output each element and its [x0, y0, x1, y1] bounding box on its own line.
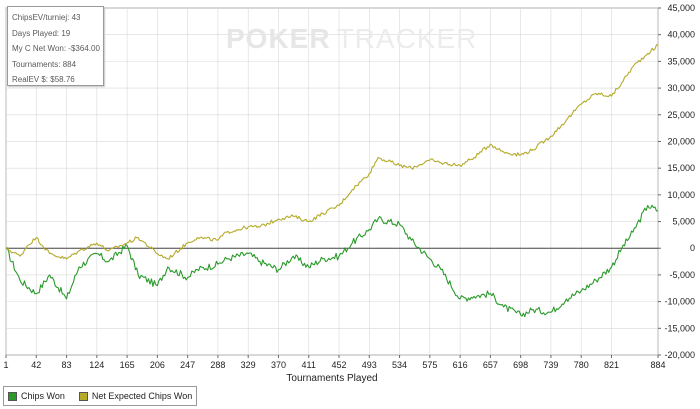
x-tick-label: 821: [604, 360, 619, 370]
series-line-chips-won: [5, 204, 659, 318]
y-axis: 45,000 40,000 35,000 30,000 25,000 20,000 15,0…: [658, 3, 695, 360]
legend-item-chips-won[interactable]: Chips Won: [8, 391, 65, 401]
y-tick-label: 25,000: [667, 110, 695, 120]
y-tick-label: 20,000: [667, 136, 695, 146]
x-tick-label: 247: [180, 360, 195, 370]
y-tick-label: 40,000: [667, 30, 695, 40]
x-tick-label: 739: [543, 360, 558, 370]
watermark-part1: POKER: [226, 23, 331, 54]
x-tick-label: 411: [302, 360, 316, 370]
x-tick-label: 42: [31, 360, 41, 370]
x-tick-label: 884: [650, 360, 665, 370]
y-tick-label: 35,000: [667, 56, 695, 66]
x-tick-label: 452: [331, 360, 346, 370]
x-tick-label: 83: [62, 360, 72, 370]
x-tick-label: 616: [453, 360, 468, 370]
y-tick-label: 5,000: [672, 217, 695, 227]
legend-label-chips-won: Chips Won: [21, 391, 65, 401]
y-tick-label: 45,000: [667, 3, 695, 13]
legend: Chips Won Net Expected Chips Won: [3, 386, 197, 406]
pokertracker-watermark: POKER TRACKER: [226, 23, 477, 55]
series-line-net-expected: [5, 44, 659, 260]
x-tick-label: 206: [150, 360, 165, 370]
watermark-part2: TRACKER: [336, 23, 478, 54]
y-tick-label: 30,000: [667, 83, 695, 93]
x-tick-label: 1: [3, 360, 8, 370]
stat-real-ev: RealEV $: $58.76: [12, 75, 75, 84]
x-tick-label: 329: [241, 360, 256, 370]
x-axis-title: Tournaments Played: [286, 373, 377, 384]
x-tick-label: 657: [483, 360, 498, 370]
x-tick-label: 534: [392, 360, 407, 370]
x-tick-label: 165: [120, 360, 135, 370]
x-axis: 1 42 83 124 165 206 247 288 329 370 411 452 493 534 57…: [3, 355, 666, 370]
y-tick-label: 0: [690, 243, 695, 253]
y-tick-label: 10,000: [667, 190, 695, 200]
series-layer: [5, 44, 659, 318]
x-tick-label: 370: [271, 360, 286, 370]
x-tick-label: 698: [513, 360, 528, 370]
legend-swatch-net-expected: [78, 391, 88, 401]
stat-days-played: Days Played: 19: [12, 28, 71, 38]
legend-item-net-expected[interactable]: Net Expected Chips Won: [78, 391, 193, 401]
y-tick-label: -15,000: [664, 323, 695, 333]
y-tick-label: 15,000: [667, 163, 695, 173]
stat-tournaments: Tournaments: 884: [12, 59, 77, 69]
stat-chips-ev: ChipsEV/turniej: 43: [12, 13, 81, 22]
x-tick-label: 575: [422, 360, 437, 370]
y-tick-label: -10,000: [664, 297, 695, 307]
x-tick-label: 124: [89, 360, 104, 370]
stat-net-won: My C Net Won: -$364.00: [12, 44, 100, 53]
x-tick-label: 288: [210, 360, 225, 370]
legend-swatch-chips-won: [8, 391, 17, 401]
y-tick-label: -20,000: [664, 350, 695, 360]
y-tick-label: -5,000: [669, 270, 695, 280]
stats-box: ChipsEV/turniej: 43 Days Played: 19 My C…: [7, 6, 104, 86]
x-tick-label: 780: [574, 360, 589, 370]
x-tick-label: 493: [362, 360, 377, 370]
legend-label-net-expected: Net Expected Chips Won: [91, 391, 193, 401]
plot-area-border: [5, 7, 659, 356]
